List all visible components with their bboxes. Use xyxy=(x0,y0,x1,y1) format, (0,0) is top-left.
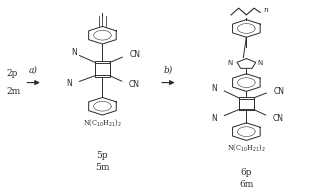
Text: a): a) xyxy=(29,65,38,74)
Text: CN: CN xyxy=(273,114,283,123)
Text: N(C$_{10}$H$_{21}$)$_2$: N(C$_{10}$H$_{21}$)$_2$ xyxy=(83,118,122,128)
Text: 6p: 6p xyxy=(241,168,252,177)
Text: N: N xyxy=(228,60,233,66)
Text: 2p: 2p xyxy=(6,69,17,78)
Text: N: N xyxy=(67,79,72,88)
Text: n: n xyxy=(263,6,268,14)
Text: N: N xyxy=(212,114,217,123)
Text: 5p: 5p xyxy=(97,151,108,160)
Text: N(C$_{10}$H$_{21}$)$_2$: N(C$_{10}$H$_{21}$)$_2$ xyxy=(227,143,266,153)
Text: 5m: 5m xyxy=(95,163,110,172)
Text: 2m: 2m xyxy=(6,86,20,96)
Text: CN: CN xyxy=(129,80,139,89)
Text: N: N xyxy=(258,60,263,66)
Text: b): b) xyxy=(164,65,173,74)
Text: 6m: 6m xyxy=(239,180,254,188)
Text: CN: CN xyxy=(130,50,141,59)
Text: N: N xyxy=(71,49,77,58)
Text: N: N xyxy=(212,84,217,93)
Text: CN: CN xyxy=(274,86,285,96)
